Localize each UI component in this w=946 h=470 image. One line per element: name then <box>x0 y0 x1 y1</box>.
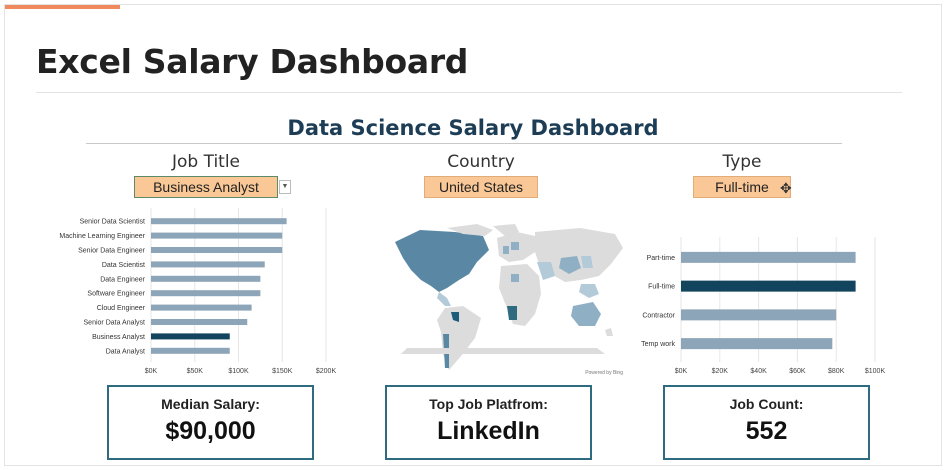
type-chart-bar <box>681 251 856 263</box>
top-platform-value: LinkedIn <box>437 417 540 445</box>
type-chart-tick-label: $0K <box>675 368 688 375</box>
type-chart-bar <box>681 280 856 292</box>
job-chart-bar <box>151 261 265 268</box>
map-credit: Powered by Bing <box>585 370 623 376</box>
type-filter-label: Type <box>722 152 762 172</box>
type-chart-category-label: Part-time <box>647 255 676 262</box>
job-chart-tick-label: $150K <box>272 368 293 375</box>
top-platform-label: Top Job Platfrom: <box>429 396 548 412</box>
job-chart-category-label: Cloud Engineer <box>97 305 146 312</box>
job-chart-category-label: Data Engineer <box>100 276 145 283</box>
job-chart-category-label: Machine Learning Engineer <box>59 233 145 240</box>
cursor-crosshair-icon: ✥ <box>780 180 792 196</box>
top-platform-card: Top Job Platfrom: LinkedIn <box>385 385 592 460</box>
job-chart-category-label: Senior Data Scientist <box>80 219 145 226</box>
type-chart-tick-label: $100K <box>865 368 886 375</box>
job-chart-tick-label: $200K <box>316 368 337 375</box>
dropdown-arrow-icon[interactable]: ▼ <box>279 180 291 194</box>
job-title-filter-label: Job Title <box>171 152 241 172</box>
median-salary-card: Median Salary: $90,000 <box>107 385 314 460</box>
job-chart-bar <box>151 304 252 311</box>
job-chart-tick-label: $100K <box>228 368 249 375</box>
job-chart-bar <box>151 333 230 340</box>
type-chart-tick-label: $40K <box>750 368 767 375</box>
type-chart-category-label: Full-time <box>648 284 675 291</box>
type-chart-category-label: Contractor <box>642 312 675 319</box>
type-chart-tick-label: $60K <box>789 368 806 375</box>
job-chart-tick-label: $50K <box>187 368 204 375</box>
job-chart-bar <box>151 232 283 239</box>
job-count-label: Job Count: <box>729 396 804 412</box>
type-chart-tick-label: $20K <box>712 368 729 375</box>
type-chart-tick-label: $80K <box>828 368 845 375</box>
title-divider <box>36 92 902 93</box>
job-title-filter[interactable]: Business Analyst <box>134 176 278 198</box>
job-chart-category-label: Data Scientist <box>102 262 145 269</box>
job-chart-category-label: Business Analyst <box>92 334 145 341</box>
country-filter[interactable]: United States <box>424 176 538 198</box>
job-count-value: 552 <box>745 417 788 445</box>
median-salary-label: Median Salary: <box>161 396 260 412</box>
job-chart-bar <box>151 319 248 325</box>
job-chart-tick-label: $0K <box>145 368 158 375</box>
job-chart-category-label: Senior Data Engineer <box>78 248 146 255</box>
page-title: Excel Salary Dashboard <box>36 42 469 81</box>
type-chart-bar <box>681 338 833 350</box>
country-filter-label: Country <box>447 152 515 172</box>
job-chart-bar <box>151 275 261 282</box>
job-chart-bar <box>151 347 230 354</box>
job-chart-category-label: Software Engineer <box>87 291 145 298</box>
dashboard-title: Data Science Salary Dashboard <box>287 116 659 140</box>
job-count-card: Job Count: 552 <box>663 385 870 460</box>
job-chart-category-label: Data Analyst <box>106 348 145 355</box>
world-map-land <box>395 224 623 370</box>
type-chart-bar <box>681 309 837 321</box>
job-chart-category-label: Senior Data Analyst <box>84 320 146 327</box>
median-salary-value: $90,000 <box>165 417 256 445</box>
dashboard-divider <box>86 143 842 144</box>
job-chart-bar <box>151 290 261 297</box>
type-chart-category-label: Temp work <box>641 341 675 348</box>
type-filter[interactable]: Full-time <box>693 176 791 198</box>
accent-bar <box>5 5 120 9</box>
job-chart-bar <box>151 218 287 225</box>
world-map[interactable]: Powered by Bing <box>385 222 625 382</box>
job-chart-bar <box>151 247 283 253</box>
